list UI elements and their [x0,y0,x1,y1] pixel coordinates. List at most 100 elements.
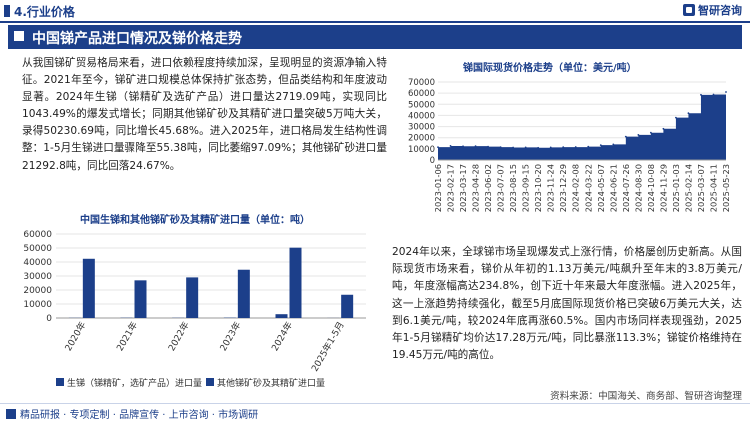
x-tick-label: 2024-08-30 [633,164,643,212]
y-tick-label: 0 [46,314,52,324]
y-tick-label: 30000 [408,123,435,133]
price-point [649,131,652,134]
price-point [549,146,552,149]
price-point [624,135,627,138]
x-tick-label: 2023-07-07 [496,164,506,212]
x-tick-label: 2023-04-28 [471,164,481,212]
bar-other-ore [186,277,199,318]
x-tick-label: 2021年 [114,320,140,354]
x-tick-label: 2023-03-17 [458,164,468,212]
price-point [562,146,565,149]
import-bar-chart: 0 10000 20000 30000 40000 50000 60000 2020年 2021… [23,230,366,389]
footer-square-icon [6,408,16,419]
legend-label-other-ore: 其他锑矿砂及其精矿进口量 [217,377,325,389]
y-tick-label: 70000 [408,78,435,88]
price-point [537,146,540,149]
x-tick-label: 2024-02-08 [571,164,581,212]
x-tick-label: 2025-02-14 [683,164,693,212]
x-tick-label: 2025-03-07 [696,164,706,212]
price-point [574,146,577,148]
y-tick-label: 10000 [23,300,52,310]
x-tick-label: 2025年1-5月 [309,320,347,374]
left-paragraph: 从我国锑矿贸易格局来看，进口依赖程度持续加深，呈现明显的资源净输入特征。2021… [22,57,387,172]
y-tick-label: 60000 [408,89,435,99]
legend-swatch-other-ore [206,378,214,386]
title-banner: 中国锑产品进口情况及锑价格走势 [8,25,742,49]
y-tick-label: 20000 [23,286,52,296]
top-bar: 4.行业价格 智研咨询 [0,0,750,22]
section-title: 4.行业价格 [14,5,75,19]
page-title: 中国锑产品进口情况及锑价格走势 [32,31,242,47]
x-tick-label: 2023-01-06 [433,164,443,212]
price-point [662,127,665,130]
x-tick-label: 2024-05-07 [596,164,606,212]
x-tick-label: 2025-04-11 [708,164,718,212]
x-tick-label: 2024年 [269,320,295,354]
y-tick-label: 50000 [408,100,435,110]
bar-other-ore [289,247,302,318]
x-tick-label: 2023-09-15 [521,164,531,212]
logo-icon [683,4,695,16]
bar-chart-title: 中国生锑和其他锑矿砂及其精矿进口量（单位：吨） [80,215,310,226]
top-divider [0,21,750,23]
x-tick-label: 2023-10-20 [533,164,543,212]
source-note: 资料来源：中国海关、商务部、智研咨询整理 [550,391,742,402]
x-tick-label: 2023-08-15 [508,164,518,212]
price-point [599,144,602,147]
bar-other-ore [134,280,147,318]
x-tick-label: 2024-07-26 [621,164,631,212]
x-tick-label: 2024-10-08 [646,164,656,212]
right-paragraph: 2024年以来，全球锑市场呈现爆发式上涨行情，价格屡创历史新高。从国际现货市场来… [392,246,742,362]
x-tick-label: 2023年 [217,320,243,354]
banner-square-icon [14,31,24,41]
x-tick-label: 2024-03-22 [583,164,593,212]
price-point [449,145,452,147]
price-point [499,146,502,149]
footer-text: 精品研报 · 专项定制 · 品牌宣传 · 上市咨询 · 市场调研 [20,410,259,421]
y-tick-label: 50000 [23,244,52,254]
section-marker [4,5,10,17]
x-tick-label: 2025-05-23 [721,164,731,212]
bar-other-ore [82,258,95,318]
price-point [637,134,640,136]
logo-text: 智研咨询 [698,4,742,17]
x-tick-label: 2023-11-24 [546,164,556,212]
x-tick-label: 2024-11-29 [658,164,668,212]
price-point [687,112,690,115]
price-point [524,146,527,149]
price-chart-title: 锑国际现货价格走势（单位：美元/吨） [463,63,637,74]
price-point [700,93,702,96]
price-point [437,146,439,149]
y-tick-label: 60000 [23,230,52,240]
price-point [474,145,477,148]
bar-raw-antimony [275,314,288,318]
price-point [512,146,515,149]
footer: 精品研报 · 专项定制 · 品牌宣传 · 上市咨询 · 市场调研 [6,406,258,421]
price-point [487,145,489,148]
x-tick-label: 2022年 [165,320,191,354]
y-tick-label: 40000 [408,111,435,121]
legend-label-raw-antimony: 生锑（锑精矿，选矿产品）进口量 [67,377,202,389]
price-point [612,143,615,146]
y-tick-label: 10000 [408,145,435,155]
price-point [712,93,715,96]
x-tick-label: 2023-02-17 [446,164,456,212]
y-tick-label: 20000 [408,134,435,144]
brand-logo: 智研咨询 [683,2,742,18]
footer-divider [0,403,750,404]
price-point [587,145,590,148]
price-point [675,116,677,119]
price-point [725,91,727,93]
price-area-series [438,92,726,160]
legend-swatch-raw-antimony [56,378,64,386]
price-point [462,145,464,148]
x-tick-label: 2023-06-02 [483,164,493,212]
x-tick-label: 2023-12-29 [558,164,568,212]
y-tick-label: 30000 [23,272,52,282]
x-tick-label: 2024-06-21 [608,164,618,212]
bar-other-ore [341,294,354,318]
bar-other-ore [237,269,250,318]
y-tick-label: 0 [430,156,435,166]
x-tick-label: 2025-01-03 [671,164,681,212]
